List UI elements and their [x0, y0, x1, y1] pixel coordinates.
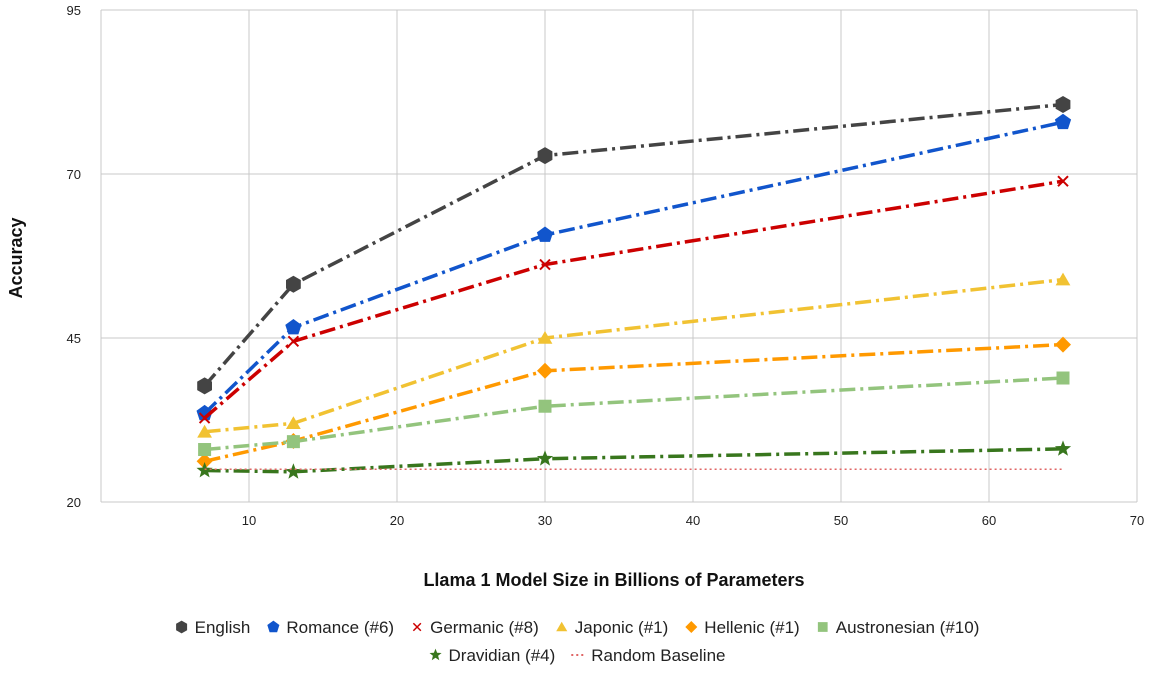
series-0 [197, 96, 1071, 395]
legend-marker [176, 620, 188, 634]
y-tick-labels: 20 45 70 95 [67, 3, 81, 510]
data-point [198, 412, 211, 424]
data-point [1054, 113, 1072, 130]
data-point [197, 377, 212, 395]
legend-label: Japonic (#1) [575, 618, 669, 637]
data-point [537, 331, 553, 344]
data-point [1054, 440, 1072, 456]
series-2 [198, 175, 1069, 424]
legend-item: Random Baseline [571, 646, 725, 665]
legend-marker [556, 621, 568, 632]
legend-item: Austronesian (#10) [817, 618, 980, 637]
legend-label: Dravidian (#4) [449, 646, 556, 665]
data-point [536, 450, 554, 466]
legend-marker [412, 622, 422, 632]
y-tick-label: 70 [67, 167, 81, 182]
series-3 [197, 272, 1071, 438]
x-tick-labels: 10 20 30 40 50 60 70 [242, 513, 1144, 528]
legend-marker [685, 621, 698, 633]
x-tick-label: 20 [390, 513, 404, 528]
series-1 [196, 113, 1072, 421]
series-line [204, 376, 1064, 452]
data-point [286, 416, 301, 429]
data-point [285, 319, 302, 335]
data-point [1057, 175, 1069, 187]
data-point [1055, 336, 1071, 353]
data-point [287, 335, 300, 347]
legend: English Romance (#6) Germanic (#8) Japonic … [176, 618, 979, 665]
series-5 [198, 371, 1070, 457]
data-point [198, 443, 212, 457]
legend-label: Austronesian (#10) [836, 618, 980, 637]
x-tick-label: 10 [242, 513, 256, 528]
x-tick-label: 40 [686, 513, 700, 528]
x-tick-label: 50 [834, 513, 848, 528]
legend-item: Hellenic (#1) [685, 618, 800, 637]
data-point [537, 147, 553, 165]
data-point [538, 399, 552, 413]
data-point [1055, 272, 1071, 286]
series-line [203, 120, 1064, 415]
legend-item: English [176, 618, 250, 637]
data-point [285, 463, 302, 479]
data-point [1056, 371, 1070, 385]
y-tick-label: 95 [67, 3, 81, 18]
legend-marker [267, 620, 280, 633]
legend-item: Dravidian (#4) [429, 646, 556, 665]
y-axis-title: Accuracy [6, 217, 26, 298]
legend-label: Germanic (#8) [430, 618, 539, 637]
data-point [537, 362, 553, 379]
y-tick-label: 20 [67, 495, 81, 510]
x-tick-label: 60 [982, 513, 996, 528]
series-line [204, 447, 1064, 474]
legend-label: Random Baseline [591, 646, 725, 665]
legend-item: Japonic (#1) [556, 618, 668, 637]
x-tick-label: 30 [538, 513, 552, 528]
series-4 [196, 336, 1071, 470]
legend-label: English [195, 618, 251, 637]
series-group [196, 96, 1072, 479]
data-point [286, 435, 300, 449]
legend-item: Germanic (#8) [412, 618, 539, 637]
series-line [203, 179, 1064, 420]
y-tick-label: 45 [67, 331, 81, 346]
series-line [204, 277, 1064, 434]
x-tick-label: 70 [1130, 513, 1144, 528]
legend-marker [429, 648, 442, 661]
data-point [1055, 96, 1071, 113]
data-point [197, 424, 212, 438]
data-point [196, 453, 213, 470]
data-point [286, 275, 301, 293]
grid-lines [100, 9, 1138, 503]
x-axis-title: Llama 1 Model Size in Billions of Parame… [423, 570, 804, 590]
data-point [536, 226, 554, 242]
series-6 [196, 440, 1072, 479]
series-line [203, 102, 1064, 388]
series-line [204, 342, 1064, 464]
legend-marker [817, 622, 828, 632]
legend-label: Hellenic (#1) [704, 618, 799, 637]
legend-label: Romance (#6) [286, 618, 394, 637]
data-point [539, 258, 551, 271]
legend-item: Romance (#6) [267, 618, 394, 637]
